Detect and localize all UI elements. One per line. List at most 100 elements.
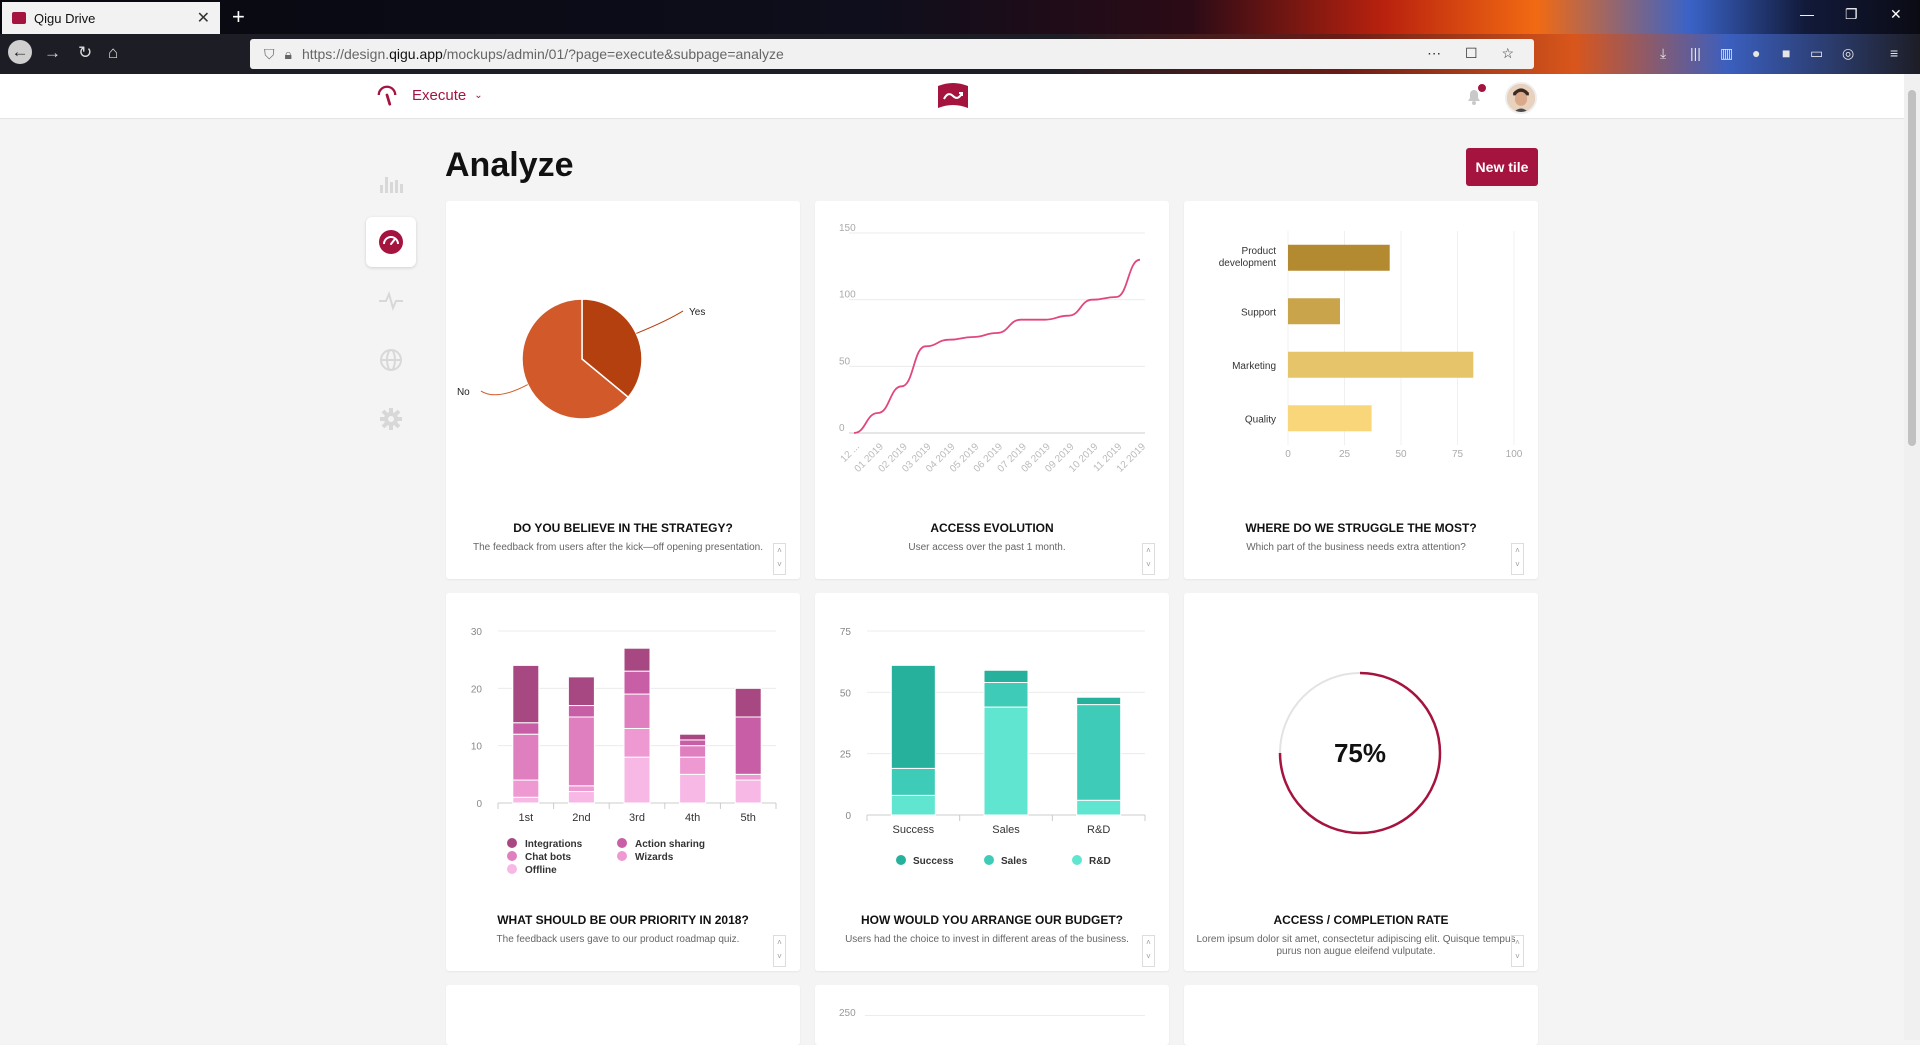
sidebar-item-global[interactable] — [366, 335, 416, 385]
url-action-icons[interactable]: ⋯ ☐ ☆ — [1427, 45, 1524, 62]
x-tick-label: 2nd — [572, 812, 590, 824]
browser-chrome: Qigu Drive ✕ + — ❐ ✕ ← → ↻ ⌂ ⛉ 🔒︎ https:… — [0, 0, 1920, 74]
bar-segment — [513, 734, 539, 780]
legend-label: Chat bots — [525, 852, 572, 863]
tile-description: The feedback users gave to our product r… — [456, 934, 780, 946]
shield-icon: ⛉ — [264, 46, 275, 63]
pulse-icon — [378, 291, 404, 311]
tile-partial[interactable] — [446, 985, 800, 1045]
reload-icon[interactable]: ↻ — [78, 43, 92, 63]
tile-title: WHERE DO WE STRUGGLE THE MOST? — [1184, 521, 1538, 535]
sidebar-item-stats[interactable] — [366, 158, 416, 208]
qigu-favicon-icon — [12, 12, 26, 24]
bar-segment — [891, 795, 935, 815]
y-tick-label: 75 — [840, 627, 852, 638]
tile-scroll-control[interactable]: ˄˅ — [1142, 543, 1155, 575]
bar — [1288, 352, 1473, 378]
y-tick-label: Marketing — [1232, 361, 1276, 372]
url-prefix: https://design. — [302, 46, 389, 62]
library-icon[interactable]: ||| — [1690, 45, 1701, 61]
browser-tab[interactable]: Qigu Drive ✕ — [2, 2, 220, 34]
x-tick-label: 3rd — [629, 812, 645, 824]
minimize-button[interactable]: — — [1800, 6, 1814, 22]
tile-scroll-control[interactable]: ˄˅ — [773, 543, 786, 575]
tile-completion-rate[interactable]: 75% ACCESS / COMPLETION RATE Lorem ipsum… — [1184, 593, 1538, 971]
y-tick-label: Support — [1241, 307, 1276, 318]
tile-scroll-control[interactable]: ˄˅ — [1511, 935, 1524, 967]
bar-segment — [1077, 705, 1121, 801]
x-tick-label: 25 — [1339, 449, 1351, 460]
x-tick-label: 0 — [1285, 449, 1291, 460]
tile-scroll-control[interactable]: ˄˅ — [1142, 935, 1155, 967]
avatar[interactable] — [1505, 82, 1537, 114]
forward-arrow-icon[interactable]: → — [44, 43, 61, 63]
y-tick-label: 30 — [471, 627, 483, 638]
tile-title: ACCESS / COMPLETION RATE — [1184, 913, 1538, 927]
bar-segment — [513, 665, 539, 722]
bar-segment — [568, 792, 594, 803]
page-scrollbar[interactable] — [1904, 74, 1920, 1040]
bar-segment — [680, 734, 706, 740]
legend-swatch — [896, 855, 906, 865]
bar-segment — [513, 723, 539, 734]
bar-segment — [624, 648, 650, 671]
bar-segment — [1077, 800, 1121, 815]
account-icon[interactable]: ● — [1752, 45, 1760, 61]
page-title: Analyze — [445, 146, 574, 185]
tab-close-icon[interactable]: ✕ — [197, 8, 210, 28]
bar-segment — [624, 671, 650, 694]
pie-leader-line — [481, 385, 528, 395]
bar-segment — [735, 780, 761, 803]
bar-segment — [984, 670, 1028, 682]
bar-segment — [624, 728, 650, 757]
bar-segment — [1077, 697, 1121, 704]
new-tab-button[interactable]: + — [232, 4, 245, 30]
tile-title: WHAT SHOULD BE OUR PRIORITY IN 2018? — [446, 913, 800, 927]
y-tick-label: 0 — [839, 423, 845, 434]
tile-description: User access over the past 1 month. — [825, 542, 1149, 554]
menu-icon[interactable]: ≡ — [1890, 45, 1898, 61]
back-arrow-icon[interactable]: ← — [8, 40, 32, 64]
qigu-logo[interactable] — [936, 82, 970, 112]
sidebar-item-activity[interactable] — [366, 276, 416, 326]
tile-scroll-control[interactable]: ˄˅ — [1511, 543, 1524, 575]
x-tick-label: 75 — [1452, 449, 1464, 460]
globe-icon — [379, 348, 403, 372]
close-window-button[interactable]: ✕ — [1890, 6, 1902, 23]
legend-swatch — [1072, 855, 1082, 865]
y-tick-label: 250 — [839, 1008, 856, 1019]
lock-icon: 🔒︎ — [285, 46, 292, 63]
restore-button[interactable]: ❐ — [1845, 6, 1858, 23]
home-icon[interactable]: ⌂ — [108, 43, 118, 63]
sidebar-item-analyze[interactable] — [366, 217, 416, 267]
tile-partial[interactable] — [1184, 985, 1538, 1045]
download-icon[interactable]: ⤓ — [1660, 45, 1666, 62]
new-tile-button[interactable]: New tile — [1466, 148, 1538, 186]
extension-icon[interactable]: ■ — [1782, 45, 1790, 61]
legend-label: Integrations — [525, 839, 583, 850]
url-bar[interactable]: ⛉ 🔒︎ https://design.qigu.app/mockups/adm… — [250, 39, 1534, 69]
sidebar-icon[interactable]: ▥ — [1720, 45, 1733, 62]
sidebar-item-settings[interactable] — [366, 394, 416, 444]
series-line — [854, 260, 1140, 433]
extension-icon[interactable]: ◎ — [1842, 45, 1854, 62]
extension-icon[interactable]: ▭ — [1810, 45, 1823, 62]
y-tick-label: 150 — [839, 223, 856, 234]
nav-toolbar: ← → ↻ ⌂ ⛉ 🔒︎ https://design.qigu.app/moc… — [0, 34, 1920, 74]
y-tick-label: development — [1219, 258, 1276, 269]
section-selector[interactable]: Execute ⌄ — [376, 84, 483, 106]
tile-partial[interactable]: 250 — [815, 985, 1169, 1045]
bar — [1288, 298, 1340, 324]
tile-scroll-control[interactable]: ˄˅ — [773, 935, 786, 967]
tab-strip: Qigu Drive ✕ + — ❐ ✕ — [0, 0, 1920, 34]
scrollbar-thumb[interactable] — [1908, 90, 1916, 446]
legend-label: Success — [913, 856, 954, 867]
